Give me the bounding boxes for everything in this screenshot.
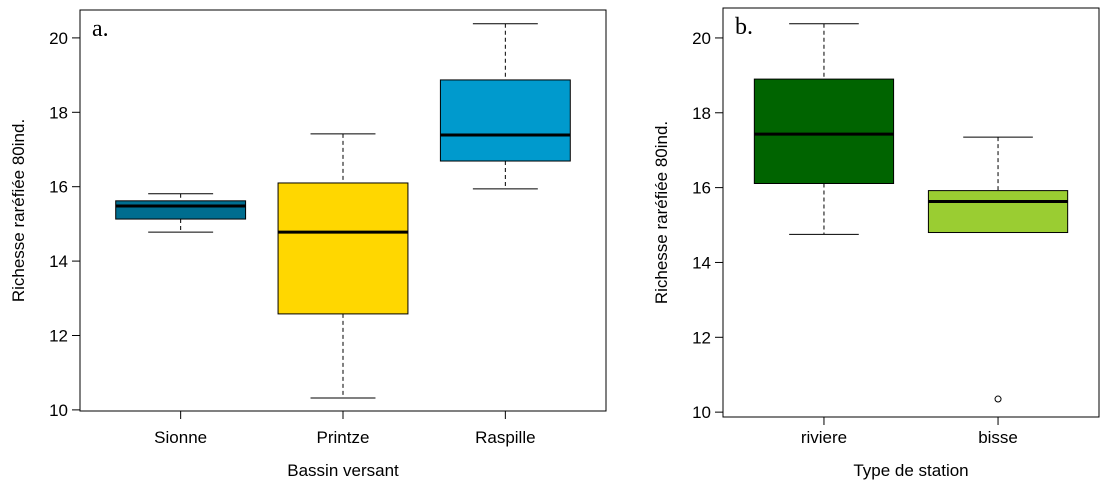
y-tick-label: 20 (692, 29, 711, 48)
x-axis-title: Bassin versant (287, 461, 399, 480)
y-axis-title: Richesse raréfiée 80ind. (652, 121, 671, 304)
y-tick-label: 20 (49, 29, 68, 48)
plot-frame (722, 7, 1100, 418)
x-tick-label: Raspille (475, 428, 535, 447)
y-tick-label: 18 (49, 103, 68, 122)
panel-label: b. (735, 14, 753, 40)
box (277, 182, 409, 315)
y-tick-label: 12 (49, 326, 68, 345)
y-tick-label: 12 (692, 328, 711, 347)
x-tick-label: bisse (978, 428, 1018, 447)
box (439, 79, 571, 162)
y-tick-label: 16 (49, 178, 68, 197)
panel-label: a. (92, 16, 109, 42)
y-tick-label: 14 (49, 252, 68, 271)
y-tick-label: 14 (692, 253, 711, 272)
y-tick-label: 16 (692, 179, 711, 198)
y-axis-title: Richesse raréfiée 80ind. (9, 119, 28, 302)
y-tick-label: 10 (49, 401, 68, 420)
x-tick-label: riviere (801, 428, 847, 447)
box (753, 78, 895, 184)
box (115, 200, 247, 220)
y-tick-label: 18 (692, 104, 711, 123)
y-tick-label: 10 (692, 403, 711, 422)
x-axis-title: Type de station (853, 461, 968, 480)
outlier (994, 395, 1002, 403)
x-tick-label: Sionne (154, 428, 207, 447)
box (927, 190, 1069, 234)
x-tick-label: Printze (317, 428, 370, 447)
